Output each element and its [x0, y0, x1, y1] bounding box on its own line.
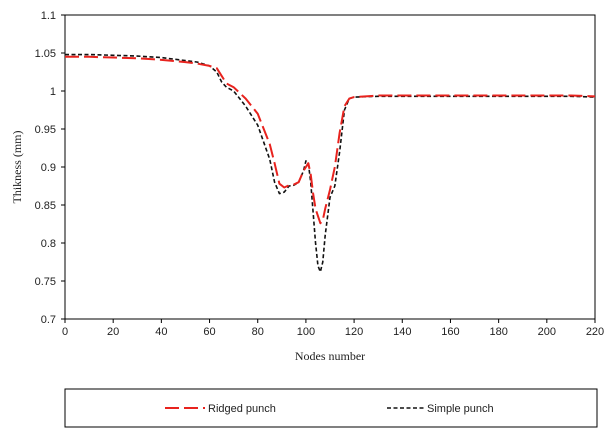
- x-tick-label: 180: [489, 326, 507, 338]
- series-line-ridged-punch: [65, 55, 596, 225]
- x-tick-label: 100: [297, 326, 315, 338]
- x-axis-ticks: 0 20 40 60 80 100 120 140 160 180 200 220: [62, 319, 604, 338]
- y-axis-title: Thikness (mm): [10, 131, 24, 204]
- x-tick-label: 140: [393, 326, 411, 338]
- y-tick-label: 0.9: [41, 162, 56, 174]
- legend-box: [64, 388, 598, 428]
- series-layer: [65, 53, 596, 273]
- x-tick-label: 20: [107, 326, 119, 338]
- x-tick-label: 60: [203, 326, 215, 338]
- x-tick-label: 40: [155, 326, 167, 338]
- y-tick-label: 0.75: [35, 276, 56, 288]
- y-tick-label: 0.85: [35, 200, 56, 212]
- y-tick-label: 1.1: [41, 10, 56, 22]
- y-tick-label: 1.05: [35, 48, 56, 60]
- y-tick-label: 0.8: [41, 238, 56, 250]
- x-tick-label: 120: [345, 326, 363, 338]
- y-axis-ticks: 0.7 0.75 0.8 0.85 0.9 0.95 1 1.05 1.1: [35, 10, 65, 326]
- legend-label-ridged-punch: Ridged punch: [208, 403, 276, 415]
- y-tick-label: 1: [50, 86, 56, 98]
- legend: Ridged punch Simple punch: [64, 388, 598, 428]
- x-tick-label: 80: [252, 326, 264, 338]
- x-tick-label: 160: [441, 326, 459, 338]
- y-tick-label: 0.95: [35, 124, 56, 136]
- x-tick-label: 0: [62, 326, 68, 338]
- x-axis-title: Nodes number: [295, 349, 365, 363]
- legend-label-simple-punch: Simple punch: [427, 403, 494, 415]
- y-tick-label: 0.7: [41, 314, 56, 326]
- x-tick-label: 220: [586, 326, 604, 338]
- x-tick-label: 200: [538, 326, 556, 338]
